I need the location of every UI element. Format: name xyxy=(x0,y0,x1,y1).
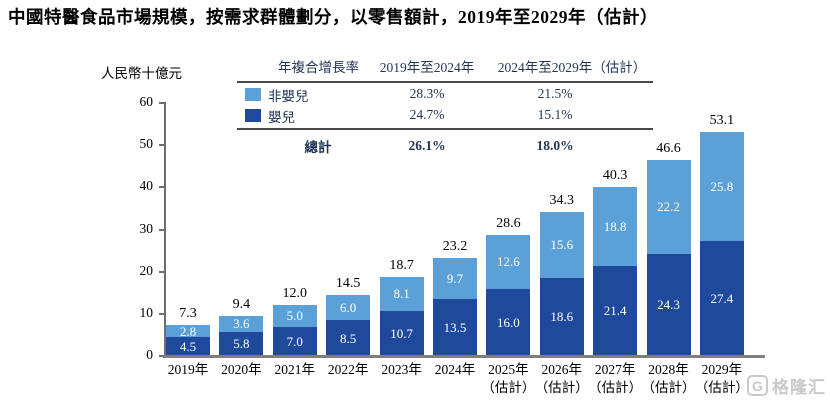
bar-total-label: 53.1 xyxy=(709,112,735,128)
bar-group: 18.7 8.1 10.7 2023年 xyxy=(379,257,424,377)
total-row-label: 總計 xyxy=(304,140,332,155)
non-infant-cagr-2024-2029: 21.5% xyxy=(537,85,573,101)
legend-item-infant: 嬰兒 xyxy=(237,106,363,125)
bar-total-label: 18.7 xyxy=(389,257,414,273)
seg-top: 25.8 xyxy=(699,131,744,241)
seg-bottom: 27.4 xyxy=(699,240,744,356)
bar-total-label: 14.5 xyxy=(335,275,361,291)
y-tick-label: 30 xyxy=(139,220,154,236)
seg-bottom: 13.5 xyxy=(432,299,477,356)
table-rule-bottom xyxy=(237,128,653,130)
seg-bottom: 7.0 xyxy=(272,326,317,356)
seg-bottom: 4.5 xyxy=(166,337,210,356)
bar-group: 34.3 15.6 18.6 2026年 （估計） xyxy=(535,192,589,395)
y-tick-label: 20 xyxy=(139,262,154,278)
seg-bottom: 24.3 xyxy=(646,253,691,356)
plot-area: 7.3 2.8 4.5 2019年 9.4 3.6 5.8 2020年 12.0 5.0 7.0 20… xyxy=(166,103,749,395)
x-axis-category-label: 2027年 （估計） xyxy=(588,362,643,395)
bar-total-label: 12.0 xyxy=(282,286,308,302)
seg-top: 12.6 xyxy=(486,235,531,289)
seg-top: 6.0 xyxy=(326,294,371,321)
seg-bottom: 21.4 xyxy=(593,265,638,356)
x-axis-category-label: 2026年 （估計） xyxy=(534,362,589,395)
bar-group: 7.3 2.8 4.5 2019年 xyxy=(166,306,210,377)
bar-total-label: 23.2 xyxy=(442,239,468,255)
y-tick-label: 50 xyxy=(139,136,154,152)
bar-group: 40.3 18.8 21.4 2027年 （估計） xyxy=(588,167,642,395)
gelonghui-logo-icon: G xyxy=(747,375,768,396)
total-cagr-2019-2024: 26.1% xyxy=(408,138,446,153)
legend-label-non-infant: 非嬰兒 xyxy=(268,88,309,104)
bar-total-label: 46.6 xyxy=(656,140,681,156)
seg-bottom: 5.8 xyxy=(219,331,264,356)
bar-group: 28.6 12.6 16.0 2025年 （估計） xyxy=(481,216,535,394)
total-cagr-2024-2029: 18.0% xyxy=(536,138,574,153)
bars: 7.3 2.8 4.5 2019年 9.4 3.6 5.8 2020年 12.0 5.0 7.0 20… xyxy=(166,103,749,395)
seg-top: 9.7 xyxy=(432,258,477,300)
infant-cagr-2019-2024: 24.7% xyxy=(409,106,445,122)
y-tick-label: 40 xyxy=(139,178,154,194)
y-tick-label: 0 xyxy=(146,347,153,362)
bar-total-label: 9.4 xyxy=(232,297,251,313)
bar-group: 14.5 6.0 8.5 2022年 xyxy=(326,275,371,377)
bar-total-label: 7.3 xyxy=(179,306,197,322)
legend-label-infant: 嬰兒 xyxy=(268,109,295,125)
bar-group: 12.0 5.0 7.0 2021年 xyxy=(272,286,317,377)
bar-group: 23.2 9.7 13.5 2024年 xyxy=(432,239,477,377)
y-axis-ticks: 0 10 20 30 40 50 60 xyxy=(110,94,166,362)
seg-top: 22.2 xyxy=(646,159,691,254)
x-axis-category-label: 2022年 xyxy=(327,362,369,377)
seg-bottom: 10.7 xyxy=(379,310,424,356)
infant-cagr-2024-2029: 15.1% xyxy=(537,106,573,122)
cagr-table: 年複合增長率 2019年至2024年 2024年至2029年（估計） 非嬰兒 2… xyxy=(237,56,653,158)
seg-bottom: 18.6 xyxy=(539,277,584,356)
bar-group: 9.4 3.6 5.8 2020年 xyxy=(219,297,264,377)
y-tick-mark xyxy=(159,102,166,104)
bar-group: 53.1 25.8 27.4 2029年 （估計） xyxy=(695,112,749,395)
x-axis-category-label: 2019年 xyxy=(167,362,209,377)
legend-item-non-infant: 非嬰兒 xyxy=(237,85,363,104)
cagr-header-2019-2024: 2019年至2024年 xyxy=(379,60,475,75)
seg-top: 18.8 xyxy=(593,186,638,266)
seg-top: 3.6 xyxy=(219,316,264,332)
x-axis-category-label: 2023年 xyxy=(381,362,422,377)
x-axis-category-label: 2029年 （估計） xyxy=(694,362,749,395)
bar-total-label: 34.3 xyxy=(549,192,574,208)
cagr-header-2024-2029: 2024年至2029年（估計） xyxy=(497,60,647,75)
y-axis-line xyxy=(164,102,166,357)
bar-total-label: 40.3 xyxy=(602,167,628,183)
chart-title: 中國特醫食品市場規模，按需求群體劃分，以零售額計，2019年至2029年（估計） xyxy=(8,7,658,27)
y-axis-unit-label: 人民幣十億元 xyxy=(101,66,182,81)
y-tick-mark xyxy=(159,228,166,231)
cagr-header-metric: 年複合增長率 xyxy=(278,60,359,75)
x-axis-category-label: 2025年 （估計） xyxy=(481,362,536,395)
legend-swatch-infant-icon xyxy=(245,109,261,122)
y-tick-label: 10 xyxy=(139,304,154,320)
y-tick-mark xyxy=(159,186,166,189)
y-tick-mark xyxy=(159,312,166,315)
table-rule-top xyxy=(237,81,653,83)
y-tick-label: 60 xyxy=(139,94,154,109)
y-tick-mark xyxy=(159,355,166,357)
x-axis-line xyxy=(163,355,765,358)
x-axis-category-label: 2021年 xyxy=(274,362,316,377)
seg-top: 15.6 xyxy=(539,211,584,278)
watermark: G 格隆汇 xyxy=(747,373,826,398)
non-infant-cagr-2019-2024: 28.3% xyxy=(409,85,445,101)
seg-top: 2.8 xyxy=(166,325,210,337)
y-tick-mark xyxy=(159,270,166,273)
seg-bottom: 8.5 xyxy=(326,320,371,356)
bar-group: 46.6 22.2 24.3 2028年 （估計） xyxy=(642,140,696,395)
y-tick-mark xyxy=(159,144,166,147)
x-axis-category-label: 2024年 xyxy=(434,362,476,377)
bar-total-label: 28.6 xyxy=(496,216,521,232)
watermark-text: 格隆汇 xyxy=(772,378,826,397)
x-axis-category-label: 2020年 xyxy=(221,362,262,377)
seg-top: 8.1 xyxy=(379,276,424,311)
x-axis-category-label: 2028年 （估計） xyxy=(641,362,696,395)
seg-top: 5.0 xyxy=(272,305,317,327)
seg-bottom: 16.0 xyxy=(486,288,531,356)
legend-swatch-non-infant-icon xyxy=(245,88,261,101)
